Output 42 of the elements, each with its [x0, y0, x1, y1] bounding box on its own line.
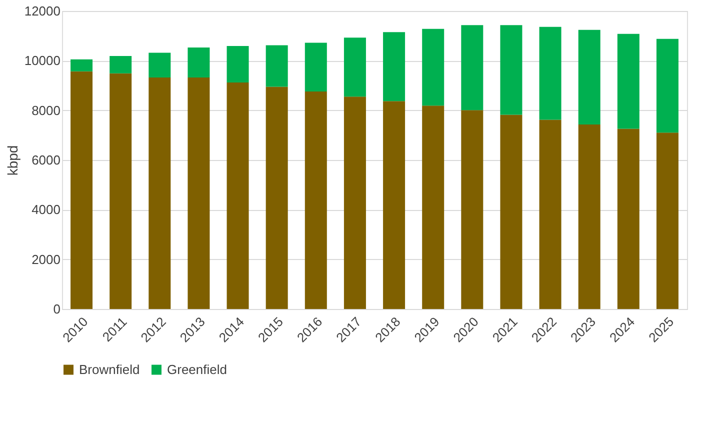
bar	[500, 25, 522, 115]
y-tick-label: 0	[53, 302, 60, 316]
bar	[344, 38, 366, 97]
bar	[461, 110, 484, 309]
bar	[266, 45, 288, 87]
bar	[383, 32, 406, 102]
bar	[578, 30, 600, 124]
y-tick-label: 2000	[32, 252, 60, 267]
bar	[188, 48, 210, 78]
bar	[226, 82, 249, 309]
bar	[422, 28, 444, 106]
bar	[656, 132, 678, 309]
bar	[461, 25, 484, 110]
bar	[617, 34, 640, 129]
legend-label: Greenfield	[167, 362, 227, 377]
bar	[110, 56, 132, 74]
y-tick-label: 12000	[24, 4, 60, 18]
bar	[422, 106, 444, 309]
bar	[70, 59, 93, 72]
bar	[188, 78, 210, 309]
bar	[304, 42, 327, 92]
bar	[148, 78, 171, 309]
y-tick-label: 10000	[24, 53, 60, 68]
legend-label: Brownfield	[79, 362, 140, 377]
y-tick-label: 4000	[32, 202, 60, 218]
y-axis-title: kbpd	[4, 145, 20, 176]
bar	[304, 91, 327, 309]
bar	[617, 128, 640, 309]
bar	[70, 71, 93, 309]
bar	[383, 101, 406, 309]
y-tick-label: 6000	[32, 152, 60, 168]
bar	[656, 38, 678, 133]
bar	[226, 46, 249, 83]
bar	[539, 120, 562, 309]
bar	[578, 124, 600, 309]
bar	[110, 73, 132, 309]
bar	[539, 26, 562, 120]
bar	[148, 52, 171, 78]
bar	[500, 114, 522, 309]
bar	[266, 86, 288, 309]
bar	[344, 96, 366, 309]
y-tick-label: 8000	[32, 102, 60, 118]
